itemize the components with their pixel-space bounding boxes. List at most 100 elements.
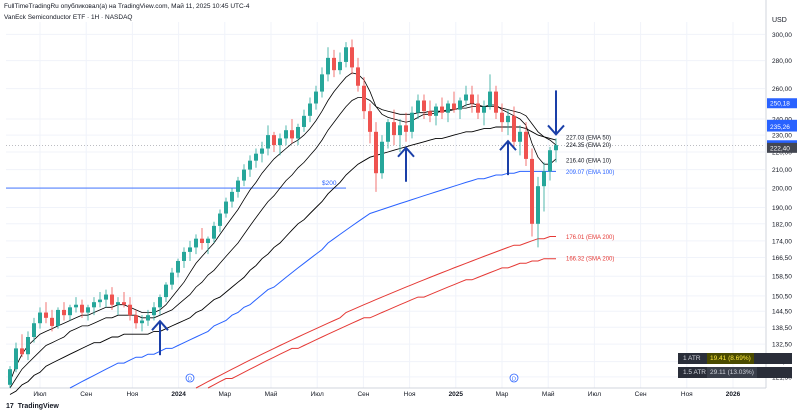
publisher-line: FullTimeTradingRu опубликовал(а) на Trad… bbox=[4, 3, 250, 10]
y-tick-label: 230,00 bbox=[772, 133, 792, 140]
candle-body bbox=[368, 111, 372, 132]
candle-body bbox=[320, 74, 324, 92]
candle-body bbox=[8, 369, 12, 385]
candle-body bbox=[470, 94, 474, 104]
x-tick-label: Июл bbox=[588, 391, 601, 398]
candle-body bbox=[266, 135, 270, 149]
candle-body bbox=[482, 106, 486, 113]
candle-body bbox=[314, 91, 318, 104]
atr-2-readout: 1.5 ATR 29.11 (13.03%) bbox=[678, 367, 792, 378]
candle-body bbox=[182, 251, 186, 261]
candle-body bbox=[26, 337, 30, 355]
ema-value-label: 209.07 (EMA 100) bbox=[566, 170, 614, 176]
x-tick-label: 2025 bbox=[449, 391, 464, 398]
x-tick-label: Ноя bbox=[681, 391, 693, 398]
ema-value-label: 176.01 (EMA 200) bbox=[566, 235, 614, 241]
tradingview-logo-text: TradingView bbox=[17, 403, 59, 410]
candle-body bbox=[494, 91, 498, 113]
candle-body bbox=[98, 299, 102, 303]
ma-line-ema-200 bbox=[195, 236, 556, 389]
y-tick-label: 174,00 bbox=[772, 238, 792, 245]
candle-body bbox=[404, 125, 408, 132]
candle-body bbox=[398, 125, 402, 136]
candle-body bbox=[152, 307, 156, 316]
candle-body bbox=[56, 309, 60, 326]
price-tag-label: 222,40 bbox=[770, 145, 790, 152]
y-tick-label: 150,50 bbox=[772, 293, 792, 300]
candle-body bbox=[350, 47, 354, 68]
atr-1-value: 19.41 (8.69%) bbox=[707, 353, 754, 364]
x-tick-label: Ноя bbox=[126, 391, 138, 398]
x-tick-label: Июл bbox=[33, 391, 46, 398]
candle-body bbox=[452, 103, 456, 110]
candle-body bbox=[218, 213, 222, 226]
candle-body bbox=[356, 67, 360, 86]
candle-body bbox=[338, 61, 342, 71]
ema-value-label: 216.40 (EMA 10) bbox=[566, 159, 611, 165]
candle-body bbox=[224, 201, 228, 214]
candle-body bbox=[110, 294, 114, 305]
down-arrow-head bbox=[547, 124, 565, 136]
candle-body bbox=[242, 169, 246, 181]
ma-line-ema-10 bbox=[9, 72, 557, 382]
candle-body bbox=[212, 225, 216, 239]
candle-body bbox=[422, 100, 426, 112]
price-tag-box bbox=[767, 142, 797, 153]
x-tick-label: Май bbox=[542, 390, 555, 398]
candle-body bbox=[386, 122, 390, 142]
y-tick-label: 190,00 bbox=[772, 205, 792, 212]
candle-body bbox=[236, 180, 240, 192]
price-tag-box bbox=[767, 98, 797, 109]
candle-body bbox=[128, 304, 132, 316]
candle-body bbox=[14, 348, 18, 370]
candle-body bbox=[500, 112, 504, 123]
y-tick-label: 210,00 bbox=[772, 167, 792, 174]
price-tag-label: 250,18 bbox=[770, 101, 790, 108]
atr-1-readout: 1 ATR 19.41 (8.69%) bbox=[678, 353, 792, 364]
ema-value-label: 224.35 (EMA 20) bbox=[566, 143, 611, 149]
candle-body bbox=[194, 238, 198, 248]
candle-body bbox=[440, 106, 444, 113]
candle-body bbox=[92, 302, 96, 308]
candle-body bbox=[296, 126, 300, 139]
candle-body bbox=[506, 115, 510, 123]
candle-body bbox=[308, 103, 312, 116]
atr-2-value: 29.11 (13.03%) bbox=[707, 367, 757, 378]
dividend-marker-label: D bbox=[512, 377, 516, 383]
candle-body bbox=[248, 160, 252, 170]
dividend-marker-label: D bbox=[188, 377, 192, 383]
candle-body bbox=[170, 272, 174, 285]
candle-body bbox=[326, 57, 330, 75]
currency-label: USD bbox=[772, 17, 787, 24]
candle-body bbox=[116, 302, 120, 305]
tradingview-logo[interactable]: 17 TradingView bbox=[6, 403, 59, 410]
dividend-marker bbox=[185, 373, 195, 383]
y-tick-label: 158,50 bbox=[772, 274, 792, 281]
candle-body bbox=[380, 141, 384, 174]
y-tick-label: 182,00 bbox=[772, 221, 792, 228]
y-tick-label: 144,50 bbox=[772, 309, 792, 316]
candle-body bbox=[260, 148, 264, 154]
candle-body bbox=[416, 100, 420, 113]
candle-body bbox=[362, 85, 366, 112]
y-tick-label: 300,00 bbox=[772, 32, 792, 39]
candle-body bbox=[80, 304, 84, 313]
candle-body bbox=[446, 103, 450, 113]
candle-body bbox=[38, 312, 42, 324]
candle-body bbox=[344, 47, 348, 62]
candle-body bbox=[554, 145, 558, 151]
candle-body bbox=[20, 348, 24, 355]
ma-line-ema-100 bbox=[69, 170, 556, 389]
candle-body bbox=[542, 171, 546, 187]
x-tick-label: Сен bbox=[635, 391, 647, 398]
candle-body bbox=[272, 135, 276, 146]
candle-body bbox=[206, 238, 210, 244]
candle-body bbox=[434, 106, 438, 116]
candle-body bbox=[32, 323, 36, 338]
up-arrow-head bbox=[499, 139, 517, 151]
tradingview-logo-icon: 17 bbox=[6, 403, 14, 410]
candle-body bbox=[284, 130, 288, 139]
up-arrow-head bbox=[151, 319, 169, 331]
price-tag-label: 235,26 bbox=[770, 124, 790, 131]
